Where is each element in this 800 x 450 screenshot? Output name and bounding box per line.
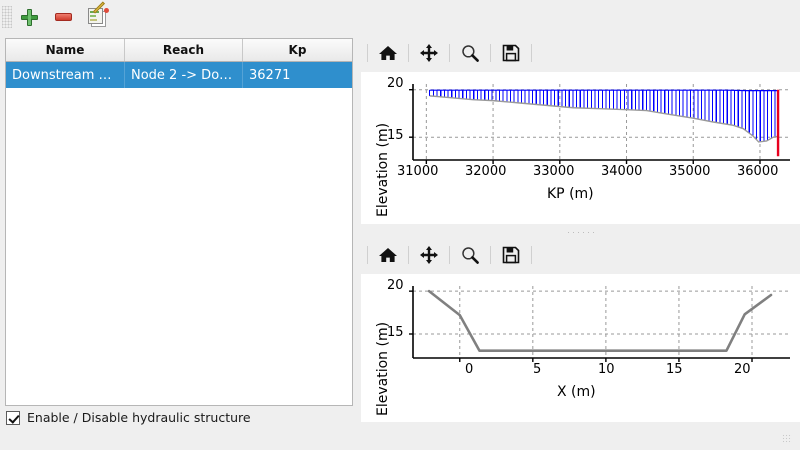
minus-icon: [54, 13, 72, 21]
plus-icon: [20, 8, 38, 26]
longitudinal-plot-toolbar: [361, 34, 800, 72]
column-header-reach[interactable]: Reach: [124, 39, 243, 62]
enable-structure-label: Enable / Disable hydraulic structure: [27, 410, 251, 425]
plots-splitter[interactable]: [361, 228, 800, 236]
longitudinal-xtick-31000: 31000: [397, 164, 439, 179]
longitudinal-xtick-34000: 34000: [601, 164, 643, 179]
column-header-name[interactable]: Name: [6, 39, 125, 62]
save-icon: [502, 44, 520, 62]
cross-section-xtick-20: 20: [734, 362, 751, 377]
cross-section-xtick-10: 10: [598, 362, 615, 377]
table-row[interactable]: Downstream weir Node 2 -> Down... 36271: [6, 61, 352, 88]
longitudinal-plot-svg: [409, 84, 790, 164]
cross-section-ytick-15: 15: [387, 325, 404, 340]
zoom-icon: [462, 247, 479, 264]
zoom-button[interactable]: [452, 38, 488, 68]
enable-structure-row[interactable]: Enable / Disable hydraulic structure: [6, 410, 251, 425]
zoom-icon: [462, 45, 479, 62]
home-button[interactable]: [370, 38, 406, 68]
edit-structure-button[interactable]: [80, 1, 114, 32]
longitudinal-ytick-15: 15: [387, 128, 404, 143]
structures-table[interactable]: Name Reach Kp Downstream weir Node 2 -> …: [5, 38, 353, 406]
toolbar-drag-handle[interactable]: [2, 6, 12, 28]
cross-section-xtick-15: 15: [666, 362, 683, 377]
home-icon: [379, 248, 397, 262]
cross-section-plot-toolbar: [361, 236, 800, 274]
plots-panel: Elevation (m) 20 15 31000 32000 33000 34…: [361, 0, 800, 450]
longitudinal-ytick-20: 20: [387, 76, 404, 91]
enable-structure-checkbox[interactable]: [6, 410, 20, 425]
pan-button[interactable]: [411, 38, 447, 68]
cross-section-xlabel: X (m): [557, 384, 596, 400]
save-button[interactable]: [493, 240, 529, 270]
longitudinal-profile-canvas[interactable]: Elevation (m) 20 15 31000 32000 33000 34…: [361, 72, 800, 224]
pan-icon: [420, 246, 438, 264]
cross-section-block: Elevation (m) 20 15 0 5 10 15 20 X (m): [361, 236, 800, 422]
column-header-kp[interactable]: Kp: [242, 39, 352, 62]
pan-button[interactable]: [411, 240, 447, 270]
plots-bottom-spacer: [361, 422, 800, 450]
cross-section-ytick-20: 20: [387, 278, 404, 293]
save-icon: [502, 246, 520, 264]
home-button[interactable]: [370, 240, 406, 270]
home-icon: [379, 46, 397, 60]
zoom-button[interactable]: [452, 240, 488, 270]
longitudinal-xtick-33000: 33000: [533, 164, 575, 179]
cell-kp[interactable]: 36271: [242, 61, 352, 88]
table-header-row: Name Reach Kp: [6, 39, 352, 62]
remove-structure-button[interactable]: [46, 2, 80, 32]
cell-name[interactable]: Downstream weir: [6, 61, 125, 88]
cross-section-xtick-5: 5: [533, 362, 542, 377]
longitudinal-profile-block: Elevation (m) 20 15 31000 32000 33000 34…: [361, 34, 800, 224]
cell-reach[interactable]: Node 2 -> Down...: [124, 61, 243, 88]
longitudinal-xtick-36000: 36000: [737, 164, 779, 179]
cross-section-plot-svg: [409, 286, 790, 362]
cross-section-canvas[interactable]: Elevation (m) 20 15 0 5 10 15 20 X (m): [361, 274, 800, 422]
longitudinal-xtick-35000: 35000: [669, 164, 711, 179]
pan-icon: [420, 44, 438, 62]
structures-panel: Name Reach Kp Downstream weir Node 2 -> …: [0, 0, 357, 450]
save-button[interactable]: [493, 38, 529, 68]
longitudinal-xlabel: KP (m): [547, 186, 594, 202]
edit-icon: [87, 1, 109, 27]
add-structure-button[interactable]: [12, 2, 46, 32]
cross-section-xtick-0: 0: [465, 362, 474, 377]
longitudinal-xtick-32000: 32000: [465, 164, 507, 179]
structures-toolbar: [0, 0, 357, 34]
